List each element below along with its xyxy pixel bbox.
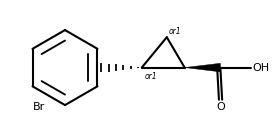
Text: OH: OH	[252, 63, 269, 73]
Text: O: O	[216, 102, 225, 111]
Polygon shape	[185, 63, 220, 72]
Text: or1: or1	[169, 27, 181, 36]
Text: Br: Br	[33, 102, 45, 112]
Text: or1: or1	[145, 72, 157, 81]
